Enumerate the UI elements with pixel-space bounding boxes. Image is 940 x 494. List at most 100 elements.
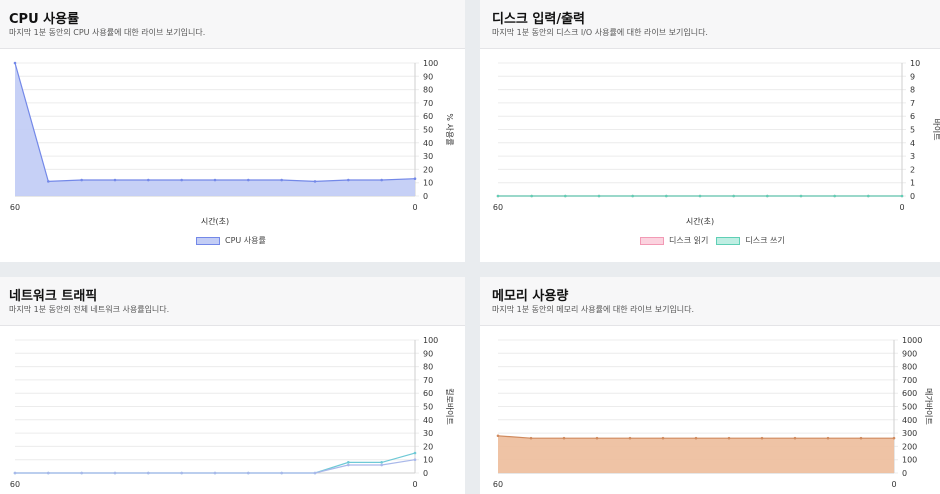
cpu-usage-chart: 0 10 20 30 40 50 60 70 80 90 100 60 0 시간(초) % 사용률	[10, 59, 454, 226]
y-tick-label: 200	[902, 442, 917, 451]
network-traffic-card: 네트워크 트래픽 마지막 1분 동안의 전체 네트워크 사용률입니다. 0 10 2…	[0, 277, 465, 494]
card-title: 메모리 사용량	[492, 289, 569, 304]
legend-item-cpu[interactable]: CPU 사용률	[196, 235, 266, 246]
y-tick-label: 80	[423, 86, 433, 95]
card-subtitle: 마지막 1분 동안의 전체 네트워크 사용률입니다.	[9, 305, 170, 314]
y-tick-label: 60	[423, 389, 433, 398]
data-point	[529, 436, 533, 440]
y-tick-label: 90	[423, 72, 433, 81]
chart-legend: CPU 사용률	[196, 235, 274, 246]
data-point	[247, 178, 250, 182]
y-tick-label: 500	[902, 403, 917, 412]
data-point	[833, 194, 836, 198]
x-axis-title: 시간(초)	[201, 216, 229, 226]
data-point	[562, 436, 566, 440]
y-tick-label: 0	[902, 469, 907, 478]
data-point	[347, 461, 350, 464]
legend-swatch	[716, 236, 741, 245]
series-line	[14, 62, 416, 183]
data-point	[760, 436, 764, 440]
card-header: CPU 사용률 마지막 1분 동안의 CPU 사용률에 대한 라이브 보기입니다…	[0, 0, 465, 49]
y-tick-label: 30	[423, 429, 433, 438]
y-tick-label: 7	[910, 99, 915, 108]
legend-swatch	[640, 236, 664, 245]
y-tick-label: 2	[910, 165, 915, 174]
y-tick-label: 80	[423, 363, 433, 372]
y-tick-label: 6	[910, 112, 915, 121]
data-point	[727, 436, 731, 440]
data-point	[313, 471, 317, 475]
data-point	[180, 178, 183, 182]
data-point	[413, 451, 417, 455]
y-tick-label: 70	[423, 376, 433, 385]
card-header: 디스크 입력/출력 마지막 1분 동안의 디스크 I/O 사용률에 대한 라이브…	[480, 0, 940, 49]
data-point	[180, 471, 183, 475]
y-tick-label: 20	[423, 442, 433, 451]
x-tick-label: 60	[493, 480, 503, 489]
data-point	[47, 471, 50, 475]
x-axis-title: 시간(초)	[686, 216, 714, 226]
y-tick-label: 1000	[902, 336, 922, 345]
data-point	[597, 194, 601, 198]
y-tick-label: 9	[910, 72, 915, 81]
card-subtitle: 마지막 1분 동안의 메모리 사용률에 대한 라이브 보기입니다.	[492, 305, 695, 314]
cpu-usage-card: CPU 사용률 마지막 1분 동안의 CPU 사용률에 대한 라이브 보기입니다…	[0, 0, 465, 262]
y-tick-label: 10	[423, 456, 433, 465]
data-point	[247, 471, 250, 475]
y-axis-title: 킬로바이트	[445, 388, 455, 425]
y-tick-label: 90	[423, 349, 433, 358]
data-point	[859, 436, 863, 440]
y-tick-label: 50	[423, 126, 433, 135]
y-axis-title: 메가바이트	[924, 388, 934, 425]
y-tick-label: 0	[910, 192, 915, 201]
disk-io-chart: 0 1 2 3 4 5 6 7 8 9 10 60 0 시간(초) 바이트	[493, 59, 940, 226]
y-tick-label: 20	[423, 165, 433, 174]
y-tick-label: 800	[902, 363, 917, 372]
data-point	[280, 178, 283, 182]
legend-label: 디스크 쓰기	[745, 236, 785, 245]
x-tick-label: 0	[412, 480, 417, 489]
data-point	[147, 471, 150, 475]
data-point	[13, 471, 17, 475]
y-tick-label: 600	[902, 389, 917, 398]
data-point	[628, 436, 632, 440]
y-tick-label: 400	[902, 416, 917, 425]
data-point	[113, 471, 117, 475]
y-tick-label: 30	[423, 152, 433, 161]
y-tick-label: 900	[902, 349, 917, 358]
data-point	[213, 178, 217, 182]
x-tick-label: 60	[493, 203, 503, 212]
card-title: 디스크 입력/출력	[492, 12, 585, 27]
legend-swatch	[196, 236, 220, 245]
legend-item-disk-read[interactable]: 디스크 읽기	[640, 235, 708, 246]
x-tick-label: 60	[10, 203, 20, 212]
legend-item-disk-write[interactable]: 디스크 쓰기	[716, 235, 785, 246]
memory-usage-card: 메모리 사용량 마지막 1분 동안의 메모리 사용률에 대한 라이브 보기입니다…	[480, 277, 940, 494]
y-tick-label: 5	[910, 126, 915, 135]
y-tick-label: 40	[423, 139, 433, 148]
y-tick-label: 8	[910, 86, 915, 95]
data-point	[564, 194, 567, 198]
card-header: 네트워크 트래픽 마지막 1분 동안의 전체 네트워크 사용률입니다.	[0, 277, 465, 326]
data-point	[530, 194, 533, 198]
y-tick-label: 4	[910, 139, 915, 148]
data-point	[413, 177, 417, 181]
y-tick-label: 700	[902, 376, 917, 385]
data-point	[826, 436, 830, 440]
y-axis-title: % 사용률	[445, 113, 454, 145]
legend-label: CPU 사용률	[225, 236, 266, 245]
x-tick-label: 0	[412, 203, 417, 212]
y-tick-label: 0	[423, 469, 428, 478]
y-tick-label: 10	[910, 59, 920, 68]
data-point	[595, 436, 599, 440]
y-tick-label: 60	[423, 112, 433, 121]
data-point	[665, 194, 668, 198]
y-tick-label: 1	[910, 179, 915, 188]
data-point	[698, 194, 702, 198]
y-tick-label: 0	[423, 192, 428, 201]
data-point	[380, 463, 383, 467]
data-point	[80, 178, 83, 182]
data-point	[280, 471, 283, 475]
data-point	[799, 194, 803, 198]
